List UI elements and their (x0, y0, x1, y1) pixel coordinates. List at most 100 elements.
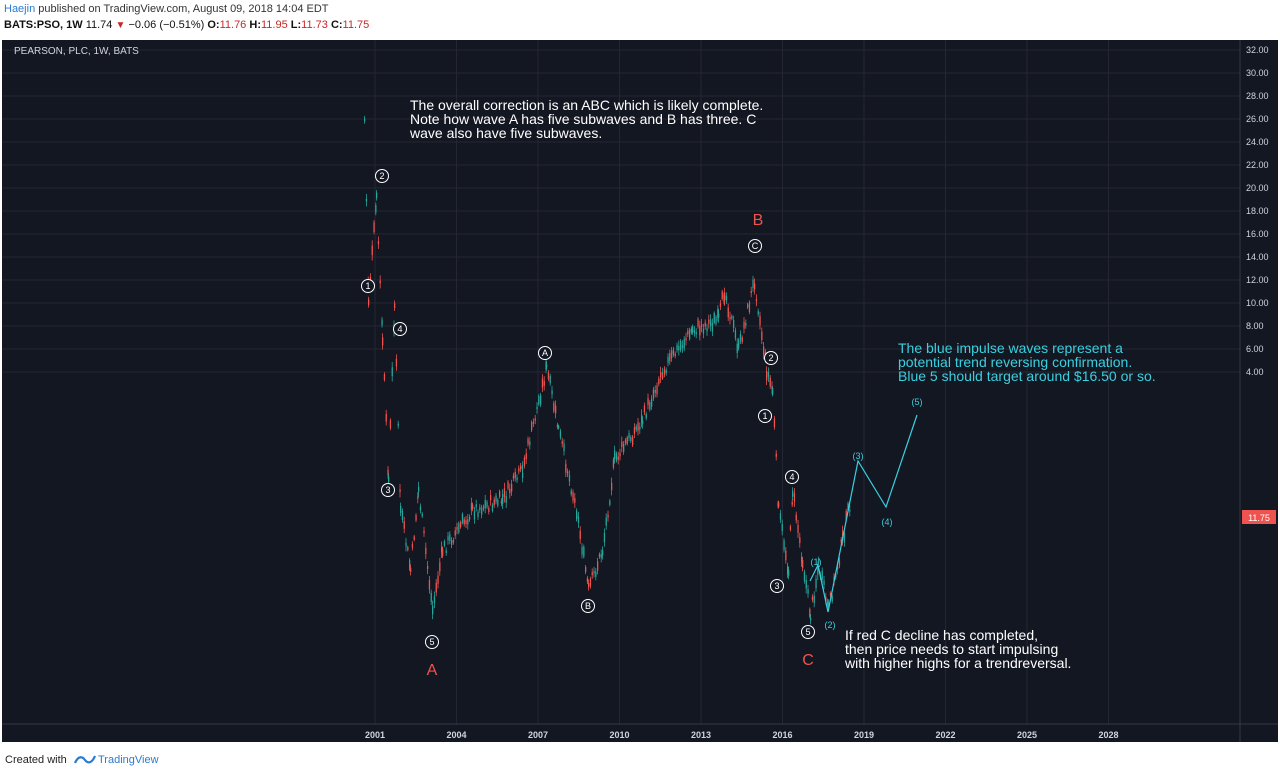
publish-info: Haejin published on TradingView.com, Aug… (4, 3, 329, 15)
time-tick-label: 2028 (1098, 730, 1118, 740)
price-tick-label: 28.00 (1246, 91, 1269, 101)
last-price-tag-text: 11.75 (1248, 513, 1270, 523)
blue-wave-3: (3) (853, 451, 864, 461)
abc-note-line-3: wave also have five subwaves. (409, 125, 602, 141)
wave-a-sub-4: 4 (393, 322, 407, 336)
wave-c-sub-2: 2 (764, 351, 778, 365)
blue-wave-2: (2) (825, 620, 836, 630)
low-value: 11.73 (301, 19, 328, 31)
primary-wave-labels: A B C (427, 212, 814, 679)
high-label: H: (249, 19, 261, 31)
svg-text:3: 3 (774, 581, 779, 591)
price-change: −0.06 (−0.51%) (128, 19, 205, 31)
price-tick-label: 14.00 (1246, 252, 1269, 262)
svg-text:4: 4 (397, 324, 402, 334)
svg-text:3: 3 (385, 485, 390, 495)
svg-text:2: 2 (768, 353, 773, 363)
time-tick-label: 2013 (691, 730, 711, 740)
time-tick-label: 2022 (935, 730, 955, 740)
price-axis[interactable]: 32.00 30.00 28.00 26.00 24.00 22.00 20.00 18.00… (1246, 45, 1269, 377)
symbol-legend: PEARSON, PLC, 1W, BATS (14, 46, 139, 57)
price-tick-label: 22.00 (1246, 160, 1269, 170)
red-c-note-line-1: If red C decline has completed, (845, 627, 1038, 643)
price-tick-label: 12.00 (1246, 275, 1269, 285)
abc-note-line-2: Note how wave A has five subwaves and B … (410, 111, 756, 127)
wave-b-sub-B: B (581, 599, 595, 613)
tradingview-brand-link[interactable]: TradingView (98, 754, 159, 766)
high-value: 11.95 (260, 19, 288, 31)
author-link[interactable]: Haejin (4, 3, 36, 15)
blue-wave-note: The blue impulse waves represent a poten… (898, 340, 1156, 384)
last-price-tag: 11.75 (1242, 510, 1276, 524)
blue-wave-1: (1) (811, 557, 822, 567)
price-tick-label: 26.00 (1246, 114, 1269, 124)
price-tick-label: 20.00 (1246, 183, 1269, 193)
wave-b-sub-A: A (538, 346, 552, 360)
published-text: published on TradingView.com, August 09,… (38, 3, 329, 15)
svg-text:B: B (585, 601, 591, 611)
chart-pane[interactable]: PEARSON, PLC, 1W, BATS The overall corre… (2, 40, 1278, 742)
low-label: L: (290, 19, 302, 31)
close-value: 11.75 (342, 19, 370, 31)
svg-text:5: 5 (429, 637, 434, 647)
blue-note-line-3: Blue 5 should target around $16.50 or so… (898, 368, 1156, 384)
blue-note-line-1: The blue impulse waves represent a (898, 340, 1123, 356)
wave-b-sub-C: C (748, 239, 762, 253)
wave-c-sub-4: 4 (785, 470, 799, 484)
price-tick-label: 6.00 (1246, 344, 1264, 354)
svg-text:5: 5 (805, 627, 810, 637)
wave-label-A: A (427, 662, 438, 679)
blue-wave-4: (4) (882, 517, 893, 527)
svg-text:A: A (542, 348, 548, 358)
chart-grid (2, 40, 1240, 724)
wave-label-C: C (802, 652, 814, 669)
close-label: C: (330, 19, 343, 31)
price-tick-label: 18.00 (1246, 206, 1269, 216)
chart-header: Haejin published on TradingView.com, Aug… (0, 0, 1280, 40)
created-with-label: Created with (5, 754, 67, 766)
symbol-label: BATS:PSO, 1W (4, 19, 83, 31)
svg-text:1: 1 (365, 281, 370, 291)
wave-a-sub-3: 3 (381, 483, 395, 497)
time-tick-label: 2019 (854, 730, 874, 740)
open-label: O: (207, 19, 220, 31)
open-value: 11.76 (219, 19, 247, 31)
price-tick-label: 10.00 (1246, 298, 1269, 308)
svg-text:1: 1 (762, 411, 767, 421)
wave-a-sub-2: 2 (375, 169, 389, 183)
time-tick-label: 2016 (772, 730, 792, 740)
abc-note: The overall correction is an ABC which i… (409, 97, 763, 141)
tradingview-logo-icon (74, 755, 96, 764)
svg-text:2: 2 (379, 171, 384, 181)
footer: Created with TradingView (0, 742, 1280, 775)
down-triangle-icon: ▼ (115, 20, 126, 31)
blue-wave-5: (5) (912, 397, 923, 407)
red-c-note: If red C decline has completed, then pri… (844, 627, 1071, 671)
price-tick-label: 8.00 (1246, 321, 1264, 331)
red-c-note-line-3: with higher highs for a trendreversal. (844, 655, 1071, 671)
abc-note-line-1: The overall correction is an ABC which i… (410, 97, 763, 113)
blue-impulse-projection (809, 414, 918, 613)
blue-wave-labels: (1) (2) (3) (4) (5) (811, 397, 923, 630)
price-tick-label: 24.00 (1246, 137, 1269, 147)
chart-canvas[interactable]: PEARSON, PLC, 1W, BATS The overall corre… (2, 40, 1278, 742)
time-tick-label: 2025 (1017, 730, 1037, 740)
wave-label-B: B (753, 212, 764, 229)
red-c-note-line-2: then price needs to start impulsing (845, 641, 1058, 657)
last-price: 11.74 (85, 19, 113, 31)
time-axis[interactable]: 2001 2004 2007 2010 2013 2016 2019 2022 2025 2028 (365, 730, 1119, 740)
wave-c-sub-1: 1 (758, 409, 772, 423)
wave-c-sub-3: 3 (770, 579, 784, 593)
price-candles (364, 115, 851, 625)
price-tick-label: 16.00 (1246, 229, 1269, 239)
price-tick-label: 32.00 (1246, 45, 1269, 55)
svg-text:4: 4 (789, 472, 794, 482)
time-tick-label: 2010 (609, 730, 629, 740)
svg-text:C: C (752, 241, 759, 251)
time-tick-label: 2004 (446, 730, 466, 740)
time-tick-label: 2007 (528, 730, 548, 740)
time-tick-label: 2001 (365, 730, 385, 740)
price-tick-label: 30.00 (1246, 68, 1269, 78)
ohlc-line: BATS:PSO, 1W 11.74 ▼ −0.06 (−0.51%) O:11… (4, 19, 369, 31)
wave-a-sub-5: 5 (425, 635, 439, 649)
